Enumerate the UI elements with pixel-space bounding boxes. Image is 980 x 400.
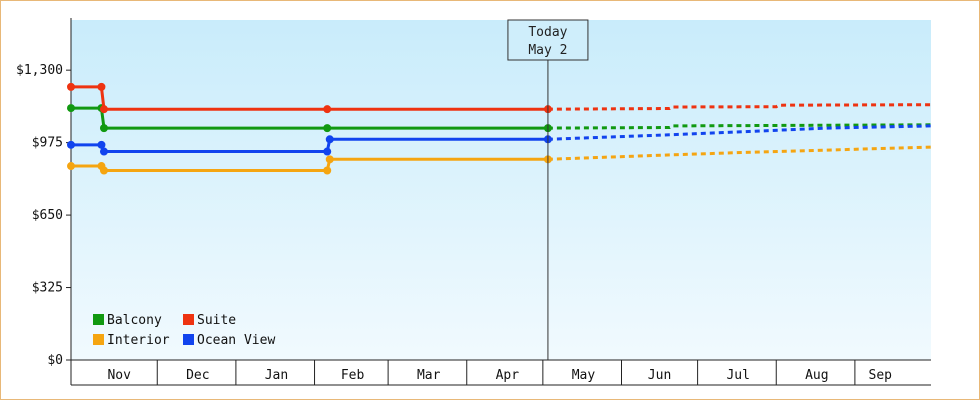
x-tick-label-jul: Jul — [726, 368, 749, 383]
y-tick-label: $650 — [32, 208, 63, 223]
plot-background — [71, 20, 931, 360]
forecast-line-balcony — [547, 123, 932, 130]
x-tick-label-nov: Nov — [107, 368, 131, 383]
data-point-balcony[interactable] — [99, 124, 108, 133]
x-tick-label-jan: Jan — [265, 368, 288, 383]
data-point-suite[interactable] — [67, 82, 75, 91]
x-axis: Nov Dec Jan Feb Mar Apr May Jun Jul Aug Sep — [70, 359, 931, 386]
legend-label: Balcony — [107, 313, 162, 328]
x-tick-label-mar: Mar — [417, 368, 441, 383]
data-point-ocean-view[interactable] — [97, 140, 106, 149]
data-point-ocean-view[interactable] — [99, 147, 108, 156]
today-label-box — [507, 19, 589, 61]
legend-label: Interior — [107, 333, 170, 348]
today-marker: Today May 2 — [507, 19, 589, 360]
data-point-suite[interactable] — [323, 105, 332, 114]
legend-item-ocean-view[interactable]: Ocean View — [183, 333, 275, 348]
legend-swatch — [183, 334, 194, 345]
y-tick-label: $1,300 — [16, 63, 63, 78]
x-tick-label-feb: Feb — [341, 368, 365, 383]
data-point-interior[interactable] — [67, 162, 75, 171]
x-tick-label-aug: Aug — [805, 368, 828, 383]
series-line-interior — [71, 157, 548, 172]
forecast-line-ocean-view — [547, 124, 932, 141]
legend: Balcony Suite Interior Ocean View — [93, 313, 275, 348]
y-tick-label: $325 — [32, 281, 63, 296]
series-line-ocean-view — [71, 137, 548, 153]
y-axis: $0 $325 $650 $975 $1,300 — [16, 18, 72, 368]
data-point-suite[interactable] — [99, 105, 108, 114]
legend-item-interior[interactable]: Interior — [93, 333, 170, 348]
data-point-balcony[interactable] — [67, 104, 75, 113]
data-point-interior[interactable] — [323, 166, 332, 175]
x-tick-label-may: May — [572, 368, 596, 383]
x-tick-label-jun: Jun — [648, 368, 671, 383]
series-layer — [67, 82, 932, 175]
legend-item-balcony[interactable]: Balcony — [93, 313, 162, 328]
series-suite — [67, 82, 932, 114]
y-tick-label: $975 — [32, 136, 63, 151]
legend-swatch — [93, 314, 104, 325]
data-point-ocean-view[interactable] — [323, 147, 332, 156]
data-point-interior[interactable] — [99, 166, 108, 175]
data-point-suite[interactable] — [97, 82, 106, 91]
today-label-title: Today — [528, 25, 567, 40]
forecast-line-interior — [547, 145, 932, 161]
x-tick-label-apr: Apr — [496, 368, 520, 383]
forecast-line-suite — [547, 103, 932, 111]
legend-item-suite[interactable]: Suite — [183, 313, 236, 328]
x-tick-label-sep: Sep — [869, 368, 893, 383]
data-point-ocean-view[interactable] — [67, 140, 75, 149]
today-label-date: May 2 — [528, 43, 567, 58]
data-point-balcony[interactable] — [323, 124, 332, 133]
legend-swatch — [93, 334, 104, 345]
legend-swatch — [183, 314, 194, 325]
series-balcony — [67, 104, 932, 133]
legend-label: Suite — [197, 313, 236, 328]
y-tick-label: $0 — [47, 353, 63, 368]
data-point-interior[interactable] — [325, 155, 334, 164]
legend-label: Ocean View — [197, 333, 275, 348]
x-tick-label-dec: Dec — [186, 368, 209, 383]
data-point-ocean-view[interactable] — [325, 135, 334, 144]
